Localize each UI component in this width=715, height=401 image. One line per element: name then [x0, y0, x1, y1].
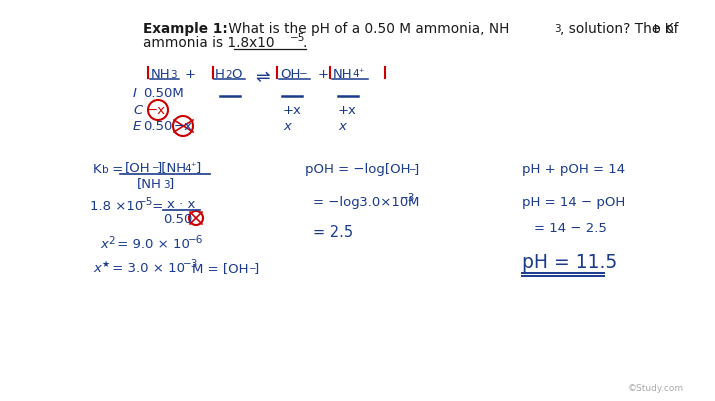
Text: ]: ] [196, 160, 201, 174]
Text: −: − [151, 162, 159, 170]
Text: 4: 4 [352, 69, 359, 79]
Text: What is the pH of a 0.50 M ammonia, NH: What is the pH of a 0.50 M ammonia, NH [224, 22, 509, 36]
Text: 0.50M: 0.50M [143, 87, 184, 100]
Text: pH = 14 − pOH: pH = 14 − pOH [522, 196, 625, 209]
Text: ⇌: ⇌ [255, 68, 270, 86]
Text: ]: ] [414, 162, 419, 176]
Text: b: b [654, 24, 661, 34]
Text: 3: 3 [163, 180, 169, 190]
Text: b: b [102, 165, 109, 175]
Text: H: H [215, 68, 225, 81]
Text: NH: NH [333, 68, 352, 81]
Text: = 2.5: = 2.5 [313, 225, 353, 239]
Text: 0.50: 0.50 [163, 213, 192, 225]
Text: 0.50: 0.50 [143, 120, 172, 133]
Text: +: + [318, 68, 329, 81]
Text: 2: 2 [108, 235, 114, 245]
Text: = 9.0 × 10: = 9.0 × 10 [113, 237, 190, 250]
Text: −5: −5 [138, 196, 154, 207]
Text: E: E [133, 120, 142, 133]
Text: −: − [248, 262, 255, 271]
Text: = −log: = −log [313, 196, 360, 209]
Text: ammonia is 1.8x10: ammonia is 1.8x10 [143, 36, 275, 50]
Text: x: x [100, 237, 108, 250]
Text: +x: +x [283, 104, 302, 117]
Text: 3: 3 [170, 70, 177, 80]
Text: ⁺: ⁺ [190, 162, 195, 172]
Text: −3: −3 [183, 258, 198, 268]
Text: =: = [148, 200, 163, 213]
Text: OH: OH [280, 68, 300, 81]
Text: ★: ★ [101, 259, 109, 268]
Text: +: + [185, 68, 196, 81]
Text: 4: 4 [184, 164, 191, 174]
Text: pH + pOH = 14: pH + pOH = 14 [522, 162, 625, 176]
Text: M = [OH: M = [OH [192, 261, 249, 274]
Text: −: − [299, 69, 307, 79]
Text: ][NH: ][NH [157, 160, 187, 174]
Text: Example 1:: Example 1: [143, 22, 228, 36]
Text: pOH = −log[OH: pOH = −log[OH [305, 162, 410, 176]
Text: 1.8 ×10: 1.8 ×10 [90, 200, 143, 213]
Text: .: . [302, 36, 306, 50]
Text: = 3.0 × 10: = 3.0 × 10 [108, 261, 185, 274]
Text: of: of [661, 22, 679, 36]
Text: ]: ] [254, 261, 260, 274]
Text: ⁺: ⁺ [358, 68, 363, 78]
Text: C: C [133, 104, 142, 117]
Text: O: O [231, 68, 242, 81]
Text: pH = 11.5: pH = 11.5 [522, 252, 617, 271]
Text: =: = [108, 162, 123, 176]
Text: = 14 − 2.5: = 14 − 2.5 [534, 221, 607, 235]
Text: x: x [283, 120, 291, 133]
Text: −3: −3 [400, 192, 415, 203]
Text: −: − [408, 164, 415, 172]
Text: −x: −x [147, 104, 166, 117]
Text: ]: ] [169, 176, 174, 190]
Text: I: I [133, 87, 137, 100]
Text: −x: −x [174, 120, 193, 133]
Text: +x: +x [338, 104, 357, 117]
Text: ©Study.com: ©Study.com [628, 383, 684, 392]
Text: [NH: [NH [137, 176, 162, 190]
Text: −5: −5 [290, 33, 305, 43]
Text: 3.0×10: 3.0×10 [355, 196, 408, 209]
Text: x: x [93, 261, 101, 274]
Text: 2: 2 [225, 70, 232, 80]
Text: NH: NH [151, 68, 171, 81]
Text: x: x [338, 120, 346, 133]
Text: , solution? The K: , solution? The K [560, 22, 674, 36]
Text: 3: 3 [554, 24, 561, 34]
Text: [OH: [OH [125, 160, 151, 174]
Text: x · x: x · x [167, 198, 195, 211]
Text: −6: −6 [188, 235, 203, 244]
Text: M: M [408, 196, 420, 209]
Text: K: K [93, 162, 102, 176]
